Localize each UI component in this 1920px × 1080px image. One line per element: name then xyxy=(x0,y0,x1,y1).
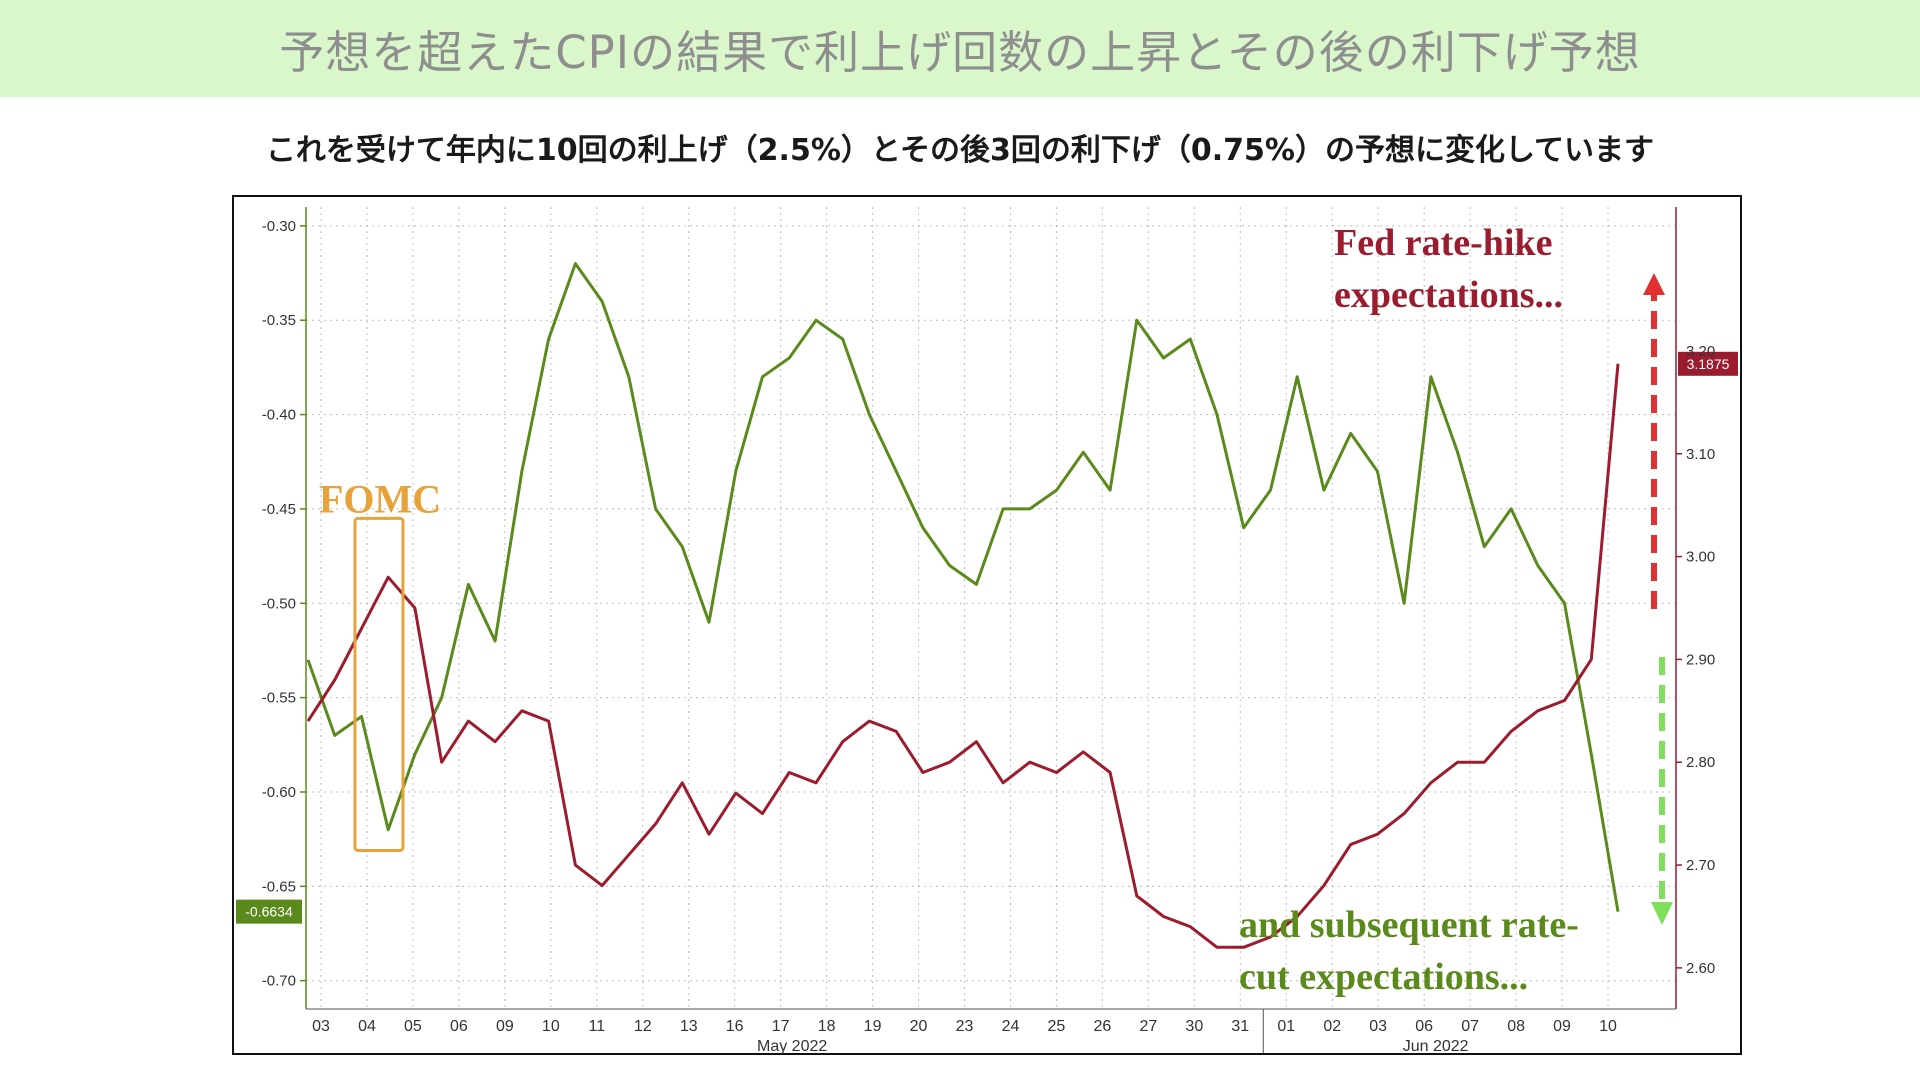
chart-frame: -0.30 -0.35 -0.40 -0.45 -0.50 -0.55 -0.60 -0.65… xyxy=(232,195,1742,1055)
green-series-line xyxy=(306,262,1620,912)
left-tick-label: -0.50 xyxy=(262,595,296,612)
hike-annotation-line2: expectations... xyxy=(1334,274,1563,316)
chart-grid xyxy=(306,207,1676,1009)
left-tick-label: -0.35 xyxy=(262,312,296,329)
x-tick-label: 23 xyxy=(956,1018,974,1035)
page-title: 予想を超えたCPIの結果で利上げ回数の上昇とその後の利下げ予想 xyxy=(279,26,1641,79)
right-tick-label: 2.80 xyxy=(1686,754,1715,771)
x-tick-label: 04 xyxy=(358,1018,376,1035)
x-tick-label: 27 xyxy=(1139,1018,1157,1035)
x-tick-label: 25 xyxy=(1048,1018,1066,1035)
x-tick-label: 16 xyxy=(726,1018,744,1035)
right-tick-label-hidden: 3.20 xyxy=(1686,343,1715,360)
green-last-value-tag xyxy=(236,899,302,924)
x-tick-label: 26 xyxy=(1094,1018,1112,1035)
green-last-value-label: -0.6634 xyxy=(245,904,293,920)
x-tick-label: 19 xyxy=(864,1018,882,1035)
x-tick-label: 30 xyxy=(1185,1018,1203,1035)
right-tick-label: 2.90 xyxy=(1686,651,1715,668)
x-tick-label: 08 xyxy=(1507,1018,1525,1035)
fomc-box xyxy=(353,516,405,852)
right-tick-label: 2.60 xyxy=(1686,960,1715,977)
chart-lines xyxy=(306,262,1620,949)
chart-axes: -0.30 -0.35 -0.40 -0.45 -0.50 -0.55 -0.60 -0.65… xyxy=(262,207,1715,1010)
month-label: Jun 2022 xyxy=(1403,1038,1469,1053)
x-tick-label: 10 xyxy=(1599,1018,1617,1035)
right-tick-label: 3.10 xyxy=(1686,446,1715,463)
hike-arrow-head xyxy=(1643,273,1665,295)
x-tick-label: 03 xyxy=(1369,1018,1387,1035)
x-tick-label: 02 xyxy=(1323,1018,1341,1035)
line-chart: -0.30 -0.35 -0.40 -0.45 -0.50 -0.55 -0.60 -0.65… xyxy=(236,207,1738,1055)
red-series-line xyxy=(306,363,1620,949)
right-tick-label: 3.00 xyxy=(1686,549,1715,566)
x-tick-label: 18 xyxy=(818,1018,836,1035)
title-banner: 予想を超えたCPIの結果で利上げ回数の上昇とその後の利下げ予想 xyxy=(0,0,1920,97)
x-tick-label: 24 xyxy=(1002,1018,1020,1035)
left-tick-label: -0.65 xyxy=(262,878,296,895)
x-tick-label: 17 xyxy=(772,1018,790,1035)
fomc-label: FOMC xyxy=(319,476,441,521)
x-axis-labels: 03 04 05 06 09 10 11 12 13 16 17 18 19 20 23 24 25 26 27 30… xyxy=(312,1009,1617,1055)
red-last-value-tag xyxy=(1678,351,1738,376)
x-tick-label: 06 xyxy=(450,1018,468,1035)
x-tick-label: 03 xyxy=(312,1018,330,1035)
left-tick-label: -0.30 xyxy=(262,218,296,235)
month-label: May 2022 xyxy=(757,1038,827,1053)
x-tick-label: 12 xyxy=(634,1018,652,1035)
x-tick-label: 10 xyxy=(542,1018,560,1035)
x-tick-label: 11 xyxy=(588,1018,605,1035)
page-subtitle: これを受けて年内に10回の利上げ（2.5%）とその後3回の利下げ（0.75%）の… xyxy=(265,133,1655,168)
left-tick-label: -0.70 xyxy=(262,973,296,990)
cut-annotation-line2: cut expectations... xyxy=(1239,956,1528,998)
x-tick-label: 20 xyxy=(910,1018,928,1035)
cut-arrow-head xyxy=(1651,902,1673,925)
x-tick-label: 05 xyxy=(404,1018,422,1035)
right-tick-label: 2.70 xyxy=(1686,857,1715,874)
cut-annotation-line1: and subsequent rate- xyxy=(1239,904,1579,946)
left-tick-label: -0.40 xyxy=(262,407,296,424)
left-tick-label: -0.55 xyxy=(262,690,296,707)
x-tick-label: 01 xyxy=(1277,1018,1295,1035)
x-tick-label: 31 xyxy=(1231,1018,1249,1035)
red-last-value-label: 3.1875 xyxy=(1687,356,1730,372)
left-tick-label: -0.45 xyxy=(262,501,296,518)
left-tick-label: -0.60 xyxy=(262,784,296,801)
x-tick-label: 09 xyxy=(1553,1018,1571,1035)
x-tick-label: 06 xyxy=(1415,1018,1433,1035)
x-tick-label: 13 xyxy=(680,1018,698,1035)
hike-annotation-line1: Fed rate-hike xyxy=(1334,222,1552,264)
x-tick-label: 07 xyxy=(1461,1018,1479,1035)
x-tick-label: 09 xyxy=(496,1018,514,1035)
